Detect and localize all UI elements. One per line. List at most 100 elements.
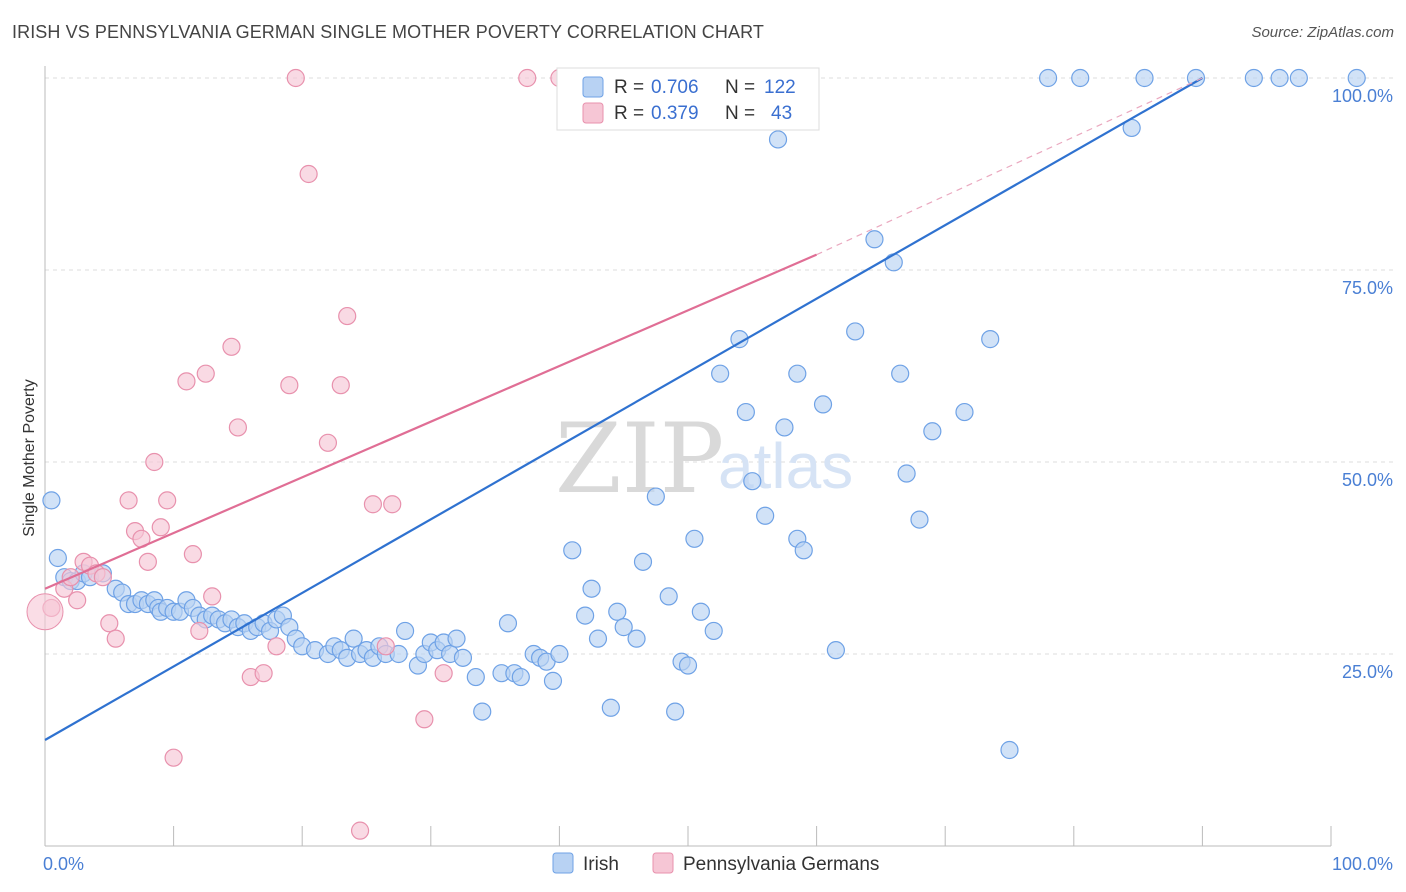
pennsylvania-german-point bbox=[376, 637, 395, 656]
irish-point bbox=[897, 464, 916, 483]
irish-point bbox=[601, 698, 620, 717]
irish-point bbox=[511, 667, 530, 687]
watermark-atlas: atlas bbox=[718, 430, 853, 502]
bottom-legend-irish: Irish bbox=[583, 854, 619, 875]
irish-point bbox=[813, 395, 833, 414]
irish-point bbox=[826, 641, 845, 660]
pennsylvania-german-point bbox=[267, 637, 286, 656]
irish-point bbox=[981, 330, 1000, 349]
pennsylvania-german-point bbox=[190, 621, 209, 641]
y-tick-label-100: 100.0% bbox=[1332, 86, 1393, 106]
irish-point bbox=[884, 253, 903, 272]
y-tick-label-75: 75.0% bbox=[1342, 278, 1393, 298]
legend-swatch-pg bbox=[582, 102, 604, 124]
pennsylvania-german-trend-line bbox=[44, 253, 818, 590]
irish-point bbox=[1135, 68, 1154, 88]
legend-r-irish: 0.706 bbox=[651, 77, 699, 98]
irish-point bbox=[582, 579, 601, 598]
irish-point bbox=[608, 602, 627, 621]
irish-point bbox=[955, 402, 974, 422]
irish-point bbox=[1244, 68, 1263, 88]
pennsylvania-german-point bbox=[158, 491, 177, 510]
axes bbox=[44, 66, 1332, 847]
data-points bbox=[26, 68, 1366, 840]
y-axis-label: Single Mother Poverty bbox=[21, 379, 38, 536]
irish-point bbox=[633, 552, 653, 571]
irish-point bbox=[1347, 68, 1366, 88]
irish-point bbox=[1038, 68, 1058, 88]
stats-legend: R = 0.706 N = 122 R = 0.379 N = 43 bbox=[556, 67, 820, 131]
pennsylvania-german-trend-extension bbox=[816, 77, 1203, 256]
pennsylvania-german-point bbox=[196, 364, 215, 383]
pennsylvania-german-point bbox=[318, 433, 338, 452]
pennsylvania-german-point bbox=[100, 614, 119, 633]
pennsylvania-german-point bbox=[434, 664, 453, 683]
irish-point bbox=[614, 618, 633, 637]
pennsylvania-german-point bbox=[119, 491, 138, 510]
irish-point bbox=[711, 364, 730, 383]
irish-point bbox=[891, 364, 910, 383]
pennsylvania-german-point bbox=[183, 545, 202, 564]
irish-point bbox=[627, 629, 646, 648]
irish-point bbox=[498, 614, 518, 633]
irish-point bbox=[466, 667, 485, 687]
pennsylvania-german-point bbox=[299, 164, 318, 184]
x-tick-label-max: 100.0% bbox=[1332, 854, 1393, 874]
y-tick-labels: 25.0% 50.0% 75.0% 100.0% bbox=[1332, 86, 1393, 682]
pennsylvania-german-point bbox=[228, 418, 247, 437]
irish-point bbox=[473, 702, 492, 721]
chart-title: IRISH VS PENNSYLVANIA GERMAN SINGLE MOTH… bbox=[12, 22, 764, 42]
watermark-zip: ZIP bbox=[555, 403, 724, 515]
irish-point bbox=[576, 606, 595, 625]
pennsylvania-german-point bbox=[222, 337, 241, 356]
irish-point bbox=[550, 644, 569, 664]
pennsylvania-german-point bbox=[138, 552, 157, 571]
y-tick-label-25: 25.0% bbox=[1342, 662, 1393, 682]
series-legend: Irish Pennsylvania Germans bbox=[552, 852, 879, 875]
legend-n-irish: 122 bbox=[764, 77, 796, 98]
irish-point bbox=[666, 702, 685, 721]
pennsylvania-german-point bbox=[254, 664, 273, 683]
irish-point bbox=[1071, 68, 1090, 88]
irish-point bbox=[543, 671, 563, 690]
trend-lines bbox=[44, 77, 1203, 741]
pennsylvania-german-point bbox=[331, 376, 350, 395]
x-tick-label-min: 0.0% bbox=[43, 854, 84, 874]
pennsylvania-german-point bbox=[177, 372, 196, 391]
irish-point bbox=[659, 587, 678, 606]
irish-point bbox=[42, 491, 61, 510]
irish-point bbox=[1000, 740, 1019, 760]
pennsylvania-german-point bbox=[338, 306, 357, 326]
bottom-legend-swatch-irish bbox=[552, 852, 574, 874]
irish-point bbox=[846, 322, 865, 341]
irish-point bbox=[704, 621, 723, 641]
pennsylvania-german-point bbox=[151, 518, 170, 537]
pennsylvania-german-point bbox=[415, 710, 434, 729]
pennsylvania-german-point bbox=[518, 68, 537, 88]
irish-point bbox=[756, 506, 775, 525]
irish-point bbox=[1270, 68, 1289, 88]
legend-n-label-pg: N = bbox=[725, 103, 755, 124]
irish-point bbox=[588, 629, 608, 648]
irish-point bbox=[923, 422, 942, 441]
pennsylvania-german-point bbox=[286, 68, 305, 88]
irish-point bbox=[646, 487, 665, 506]
irish-point bbox=[447, 629, 466, 648]
irish-point bbox=[1289, 68, 1308, 88]
irish-point bbox=[48, 548, 67, 568]
pennsylvania-german-point bbox=[145, 452, 164, 472]
irish-trend-line bbox=[44, 77, 1203, 741]
pennsylvania-german-point bbox=[93, 568, 112, 587]
irish-point bbox=[563, 541, 582, 560]
chart-source: Source: ZipAtlas.com bbox=[1251, 24, 1394, 41]
pennsylvania-german-point bbox=[383, 495, 402, 514]
irish-point bbox=[453, 648, 473, 667]
irish-point bbox=[743, 472, 762, 491]
irish-point bbox=[768, 130, 788, 149]
legend-swatch-irish bbox=[582, 76, 604, 98]
pennsylvania-german-point bbox=[363, 495, 383, 514]
irish-point bbox=[865, 230, 884, 249]
irish-point bbox=[910, 510, 929, 529]
legend-n-label-irish: N = bbox=[725, 77, 755, 98]
bottom-legend-swatch-pg bbox=[652, 852, 674, 874]
